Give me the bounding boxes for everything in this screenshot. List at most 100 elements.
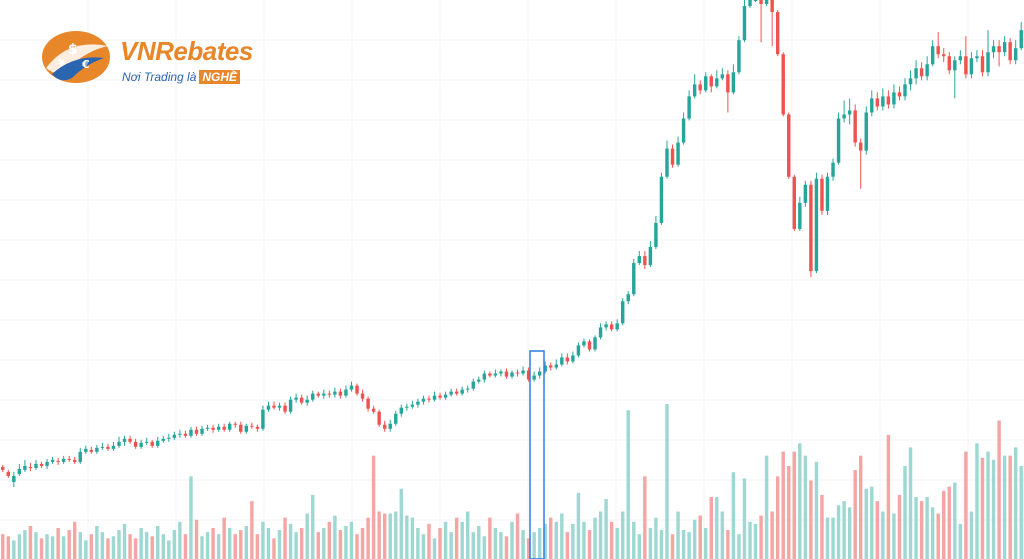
- volume-bar: [953, 482, 957, 559]
- candle-body: [764, 0, 769, 5]
- highlight-box[interactable]: [529, 350, 545, 559]
- candle-body: [1013, 48, 1018, 61]
- candle-body: [388, 423, 392, 429]
- candle: [886, 90, 891, 109]
- volume-bar: [394, 511, 398, 559]
- candle: [255, 424, 260, 432]
- candle-body: [443, 394, 448, 398]
- volume-bar: [720, 511, 725, 559]
- candle: [748, 0, 752, 9]
- candle: [250, 422, 254, 429]
- candle-body: [283, 405, 287, 412]
- candle: [964, 36, 968, 79]
- candle-body: [178, 433, 182, 435]
- candle-body: [6, 471, 11, 476]
- candle: [394, 410, 398, 426]
- candle-body: [405, 406, 409, 408]
- volume-bar: [836, 505, 841, 559]
- volume-bar: [997, 420, 1001, 559]
- candle: [930, 40, 935, 67]
- candle: [798, 196, 802, 231]
- candle: [28, 462, 33, 471]
- volume-bar: [1002, 455, 1007, 559]
- candle-body: [737, 40, 741, 73]
- candle: [975, 50, 979, 63]
- volume-bar: [881, 511, 885, 559]
- volume-bar: [39, 538, 44, 559]
- volume-bar: [382, 513, 387, 559]
- candle: [643, 251, 647, 270]
- volume-bar: [117, 530, 121, 559]
- candle: [266, 401, 271, 412]
- candle: [836, 112, 841, 165]
- candle: [1002, 36, 1007, 57]
- volume-bar: [111, 536, 116, 559]
- candle-body: [637, 256, 642, 264]
- volume-bar: [61, 536, 66, 559]
- candle: [969, 52, 974, 79]
- candle: [454, 388, 459, 396]
- candle-body: [1002, 42, 1007, 53]
- volume-bar: [947, 486, 951, 559]
- candle: [299, 394, 304, 405]
- candle-body: [825, 176, 830, 211]
- candle: [333, 387, 337, 398]
- candle-body: [421, 398, 426, 402]
- candle-body: [565, 357, 570, 362]
- volume-bar: [288, 523, 293, 559]
- candle: [488, 371, 492, 378]
- volume-bar: [50, 536, 55, 559]
- candle: [23, 459, 27, 472]
- tagline-text: Nơi Trading là: [122, 70, 197, 84]
- volume-bar: [156, 525, 160, 559]
- volume-bar: [615, 528, 619, 559]
- price-candles: [1, 0, 1023, 487]
- volume-bar: [986, 451, 990, 559]
- volume-bar: [958, 523, 963, 559]
- candle-body: [609, 324, 614, 330]
- candle-body: [654, 222, 658, 248]
- volume-bar: [609, 521, 614, 559]
- volume-bar: [333, 515, 337, 559]
- candle-body: [128, 438, 132, 442]
- volume-bar: [831, 517, 835, 559]
- volume-bar: [366, 517, 370, 559]
- candle-body: [659, 176, 664, 223]
- candle: [1019, 22, 1023, 51]
- candle: [609, 321, 614, 332]
- candle-body: [803, 184, 808, 203]
- candle: [189, 426, 193, 438]
- candle-body: [239, 424, 243, 432]
- volume-bar: [327, 521, 332, 559]
- candle: [842, 100, 846, 123]
- brand-logo[interactable]: $ € ¥ VNRebates Nơi Trading là NGHỀ: [38, 28, 318, 88]
- candle-body: [748, 0, 752, 7]
- candle-body: [327, 393, 332, 395]
- volume-bar: [23, 530, 27, 559]
- candle: [543, 361, 547, 374]
- volume-bar: [405, 515, 409, 559]
- candle: [405, 403, 409, 411]
- candle-body: [294, 397, 298, 400]
- candle: [211, 424, 215, 433]
- candle-body: [521, 370, 525, 374]
- candle-body: [499, 371, 503, 374]
- candle-body: [410, 404, 415, 407]
- candle: [792, 174, 797, 231]
- volume-bar: [67, 530, 71, 559]
- candle: [239, 421, 243, 434]
- candle: [227, 421, 232, 432]
- brand-name-vn: VN: [120, 36, 156, 66]
- candle: [914, 60, 918, 85]
- candle: [809, 180, 813, 278]
- candle: [632, 259, 636, 297]
- candle-body: [161, 438, 166, 441]
- volume-bar: [919, 501, 924, 559]
- candle: [349, 381, 354, 392]
- candle: [200, 425, 204, 436]
- svg-text:¥: ¥: [58, 58, 65, 69]
- candle: [344, 385, 348, 398]
- candle-body: [897, 92, 902, 97]
- svg-text:€: €: [81, 58, 90, 71]
- volume-bar: [239, 530, 243, 559]
